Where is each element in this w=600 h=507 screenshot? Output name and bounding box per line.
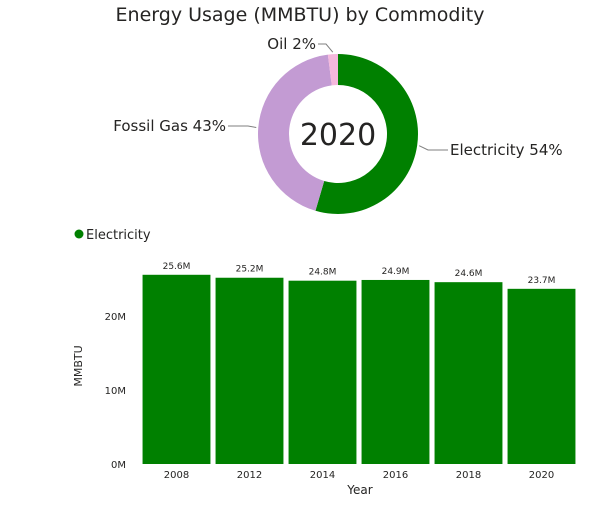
- leader-line-electricity: [418, 145, 448, 151]
- data-label-2016: 24.9M: [382, 267, 410, 277]
- data-label-2020: 23.7M: [528, 276, 556, 286]
- data-label-2008: 25.6M: [163, 262, 191, 272]
- data-label-2012: 25.2M: [236, 265, 264, 275]
- donut-chart: Electricity 54% Fossil Gas 43% Oil 2% 2020: [113, 35, 563, 214]
- leader-line-fossil-gas: [228, 125, 257, 128]
- bar-chart: Electricity MMBTU Year 0M 10M 20M 25.6M 25.…: [72, 228, 576, 497]
- bar-2008: [142, 274, 211, 464]
- x-tick-label-2020: 2020: [529, 470, 554, 481]
- y-tick-label: 0M: [111, 460, 126, 471]
- y-tick-label: 10M: [105, 386, 126, 397]
- x-tick-label-2014: 2014: [310, 470, 335, 481]
- x-tick-label-2016: 2016: [383, 470, 408, 481]
- bar-2012: [215, 277, 284, 464]
- chart-title: Energy Usage (MMBTU) by Commodity: [115, 4, 485, 26]
- donut-label-fossil-gas: Fossil Gas 43%: [113, 117, 226, 135]
- donut-label-electricity: Electricity 54%: [450, 141, 563, 159]
- bar-2018: [434, 282, 503, 464]
- x-tick-label-2008: 2008: [164, 470, 189, 481]
- x-tick-label-2018: 2018: [456, 470, 481, 481]
- leader-line-oil: [318, 43, 334, 53]
- legend: Electricity: [74, 228, 151, 243]
- legend-marker-electricity: [74, 229, 84, 239]
- donut-slice-fossil-gas: [257, 54, 332, 211]
- data-label-2014: 24.8M: [309, 268, 337, 278]
- donut-slice-oil: [327, 54, 338, 86]
- donut-center-label: 2020: [300, 118, 376, 153]
- x-tick-label-2012: 2012: [237, 470, 262, 481]
- donut-label-oil: Oil 2%: [267, 35, 316, 53]
- bar-2016: [361, 279, 430, 464]
- legend-label-electricity: Electricity: [86, 228, 151, 243]
- data-label-2018: 24.6M: [455, 269, 483, 279]
- bar-2014: [288, 280, 357, 464]
- x-axis-title: Year: [346, 483, 372, 497]
- y-axis-title: MMBTU: [72, 345, 85, 386]
- donut-slice-electricity: [315, 54, 418, 214]
- bar-2020: [507, 288, 576, 464]
- y-tick-label: 20M: [105, 312, 126, 323]
